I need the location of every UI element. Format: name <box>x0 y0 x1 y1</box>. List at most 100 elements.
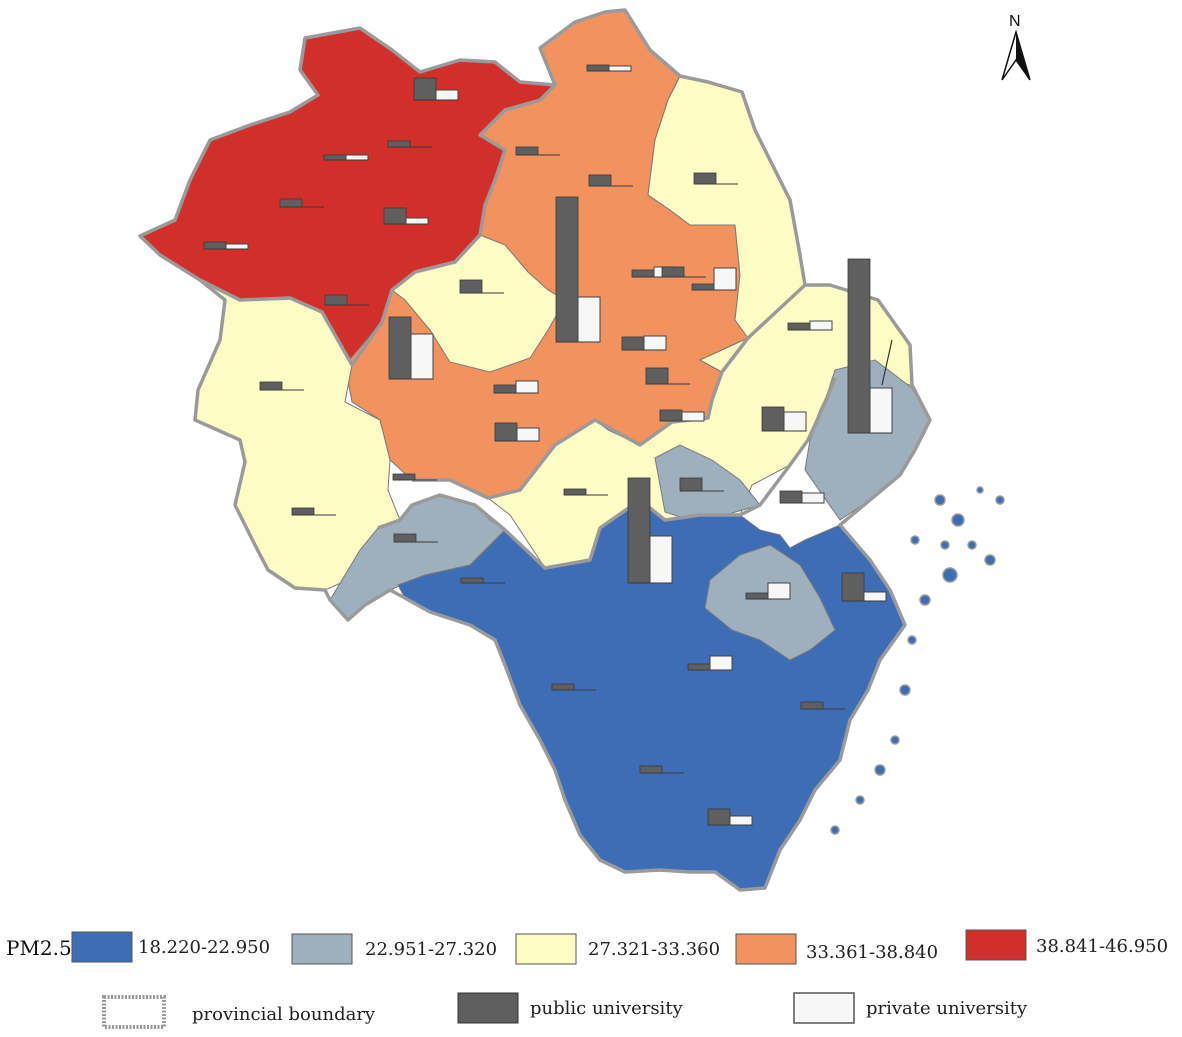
legend-swatch-provincial-boundary <box>102 995 166 1029</box>
public-university-bar-14 <box>691 283 715 291</box>
legend-swatch-public-university <box>457 992 519 1024</box>
legend-title: PM2.5 <box>6 936 72 960</box>
island-8 <box>899 684 911 696</box>
public-university-bar-30 <box>779 490 803 504</box>
public-university-bar-13 <box>661 266 685 278</box>
public-university-bar-29 <box>679 477 703 492</box>
private-university-bar-14 <box>713 267 737 291</box>
public-university-bar-10 <box>693 172 717 185</box>
private-university-bar-22 <box>643 335 667 351</box>
public-university-bar-6 <box>383 207 407 225</box>
public-university-bar-32 <box>291 507 315 516</box>
public-university-bar-25 <box>761 406 785 432</box>
public-university-bar-9 <box>588 174 612 187</box>
legend-swatch-private-university <box>793 992 855 1024</box>
public-university-bar-24 <box>659 409 683 422</box>
provincial-boundary-4 <box>377 377 837 570</box>
island-2 <box>951 513 965 527</box>
legend-swatch-class-2 <box>291 933 353 965</box>
provincial-boundary-2 <box>199 83 557 367</box>
private-university-bar-36 <box>863 591 887 602</box>
public-university-bar-3 <box>323 154 347 161</box>
public-university-bar-5 <box>279 198 303 208</box>
public-university-bar-12 <box>631 269 655 278</box>
public-university-bar-16 <box>324 294 348 306</box>
island-11 <box>855 795 865 805</box>
public-university-bar-4 <box>387 140 411 148</box>
island-6 <box>919 594 931 606</box>
island-9 <box>890 735 900 745</box>
north-label: N <box>1009 13 1021 30</box>
island-7 <box>907 635 917 645</box>
island-13 <box>995 495 1005 505</box>
private-university-bar-11 <box>577 296 601 343</box>
private-university-bar-30 <box>801 492 825 504</box>
private-university-bar-25 <box>783 411 807 432</box>
legend: PM2.5 18.220-22.950 22.951-27.320 27.321… <box>6 929 1168 1029</box>
public-university-bar-36 <box>841 572 865 602</box>
private-university-bar-18 <box>809 320 833 331</box>
public-university-bar-2 <box>586 64 610 72</box>
public-university-bar-26 <box>494 422 518 442</box>
private-university-bar-3 <box>345 154 369 161</box>
public-university-bar-20 <box>259 381 283 391</box>
private-university-bar-26 <box>516 427 540 442</box>
public-university-bar-34 <box>460 577 484 584</box>
private-university-bar-17 <box>410 333 434 380</box>
public-university-bar-31 <box>627 477 651 584</box>
private-university-bar-31 <box>649 535 673 584</box>
public-university-bar-40 <box>639 765 663 774</box>
public-university-bar-7 <box>203 241 227 250</box>
public-university-bar-11 <box>555 196 579 343</box>
island-15 <box>910 535 920 545</box>
public-university-bar-39 <box>800 701 824 710</box>
private-university-bar-24 <box>681 411 705 422</box>
legend-swatch-class-5 <box>965 929 1027 961</box>
legend-label-class-2: 22.951-27.320 <box>365 939 497 960</box>
private-university-bar-1 <box>435 89 459 101</box>
private-university-bar-6 <box>405 217 429 225</box>
legend-swatch-class-1 <box>71 931 133 963</box>
private-university-bar-2 <box>608 65 632 72</box>
public-university-bar-35 <box>745 592 769 600</box>
island-10 <box>874 764 886 776</box>
island-5 <box>942 567 958 583</box>
legend-label-public-university: public university <box>530 998 684 1019</box>
legend-label-private-university: private university <box>866 998 1028 1019</box>
legend-label-provincial-boundary: provincial boundary <box>192 1004 376 1025</box>
legend-label-class-5: 38.841-46.950 <box>1036 936 1168 957</box>
public-university-bar-33 <box>393 533 417 543</box>
private-university-bar-41 <box>729 815 753 826</box>
island-4 <box>984 554 996 566</box>
public-university-bar-18 <box>787 322 811 331</box>
public-university-bar-8 <box>515 146 539 156</box>
legend-label-class-1: 18.220-22.950 <box>138 937 270 958</box>
public-university-bar-23 <box>645 367 669 385</box>
private-university-bar-7 <box>225 243 249 250</box>
public-university-bar-28 <box>563 488 587 496</box>
university-bar-charts <box>203 64 893 826</box>
public-university-bar-15 <box>459 279 483 294</box>
public-university-bar-1 <box>413 77 437 101</box>
public-university-bar-19 <box>847 258 871 434</box>
island-1 <box>934 494 946 506</box>
public-university-bar-17 <box>388 316 412 380</box>
public-university-bar-27 <box>392 473 416 481</box>
provincial-boundary-3 <box>412 283 807 500</box>
island-14 <box>976 486 984 494</box>
public-university-bar-38 <box>551 683 575 691</box>
private-university-bar-35 <box>767 582 791 600</box>
pm25-choropleth <box>138 8 1005 892</box>
private-university-bar-19 <box>869 387 893 434</box>
leader-line <box>881 339 893 386</box>
region-11 <box>704 544 836 661</box>
legend-label-class-4: 33.361-38.840 <box>806 942 938 963</box>
public-university-bar-22 <box>621 336 645 351</box>
legend-swatch-class-3 <box>515 933 577 965</box>
public-university-bar-37 <box>687 663 711 671</box>
island-16 <box>940 540 950 550</box>
island-12 <box>830 825 840 835</box>
private-university-bar-37 <box>709 655 733 671</box>
public-university-bar-41 <box>707 808 731 826</box>
